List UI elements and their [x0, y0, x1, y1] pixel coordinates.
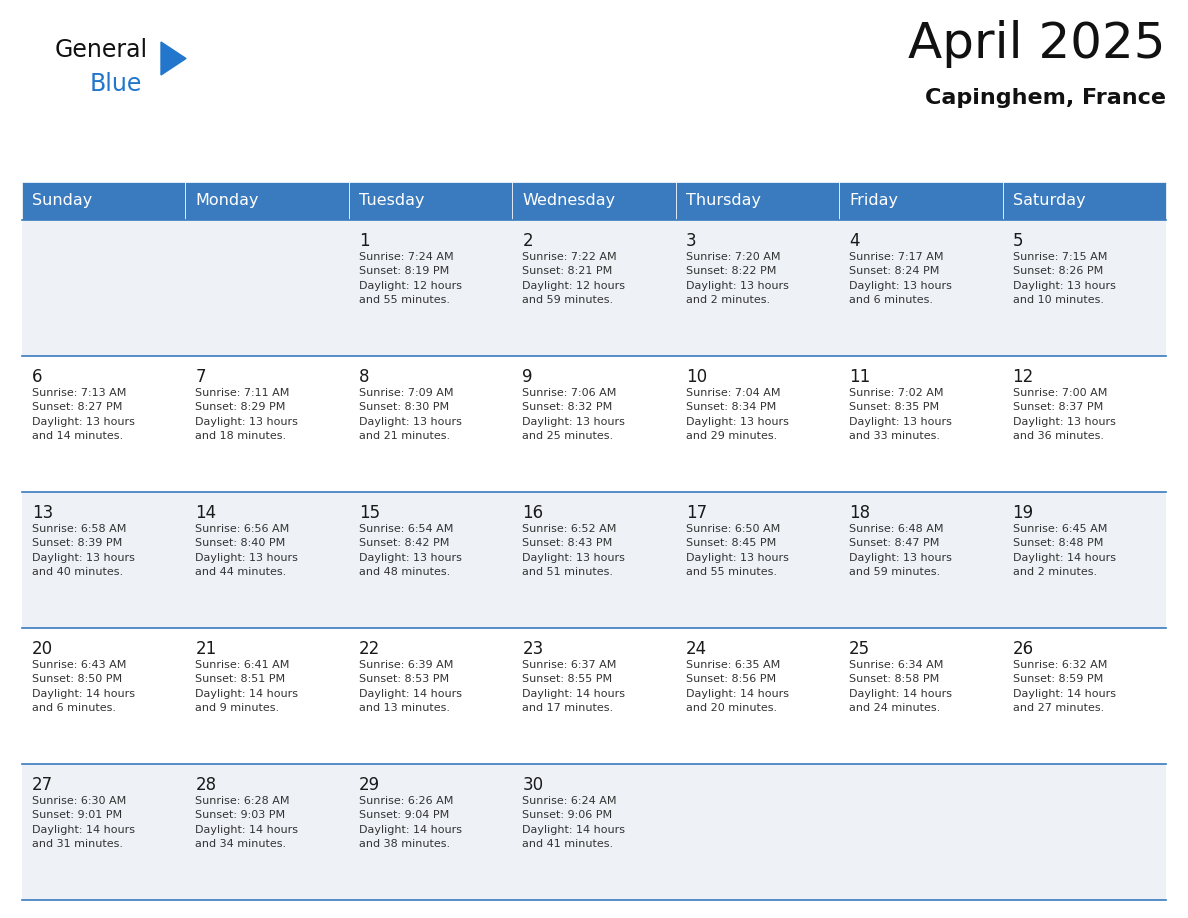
Bar [23, 764, 1165, 900]
Text: Sunrise: 6:50 AM
Sunset: 8:45 PM
Daylight: 13 hours
and 55 minutes.: Sunrise: 6:50 AM Sunset: 8:45 PM Dayligh… [685, 524, 789, 577]
Text: 2: 2 [523, 232, 533, 250]
Text: 5: 5 [1012, 232, 1023, 250]
Bar [349, 182, 512, 220]
Text: General: General [55, 38, 148, 62]
Text: 8: 8 [359, 368, 369, 386]
Text: 12: 12 [1012, 368, 1034, 386]
Text: 28: 28 [196, 776, 216, 794]
Text: 17: 17 [685, 504, 707, 522]
Text: Sunrise: 7:20 AM
Sunset: 8:22 PM
Daylight: 13 hours
and 2 minutes.: Sunrise: 7:20 AM Sunset: 8:22 PM Dayligh… [685, 252, 789, 305]
Bar [23, 492, 1165, 628]
Text: 6: 6 [32, 368, 43, 386]
Text: 18: 18 [849, 504, 871, 522]
Text: 9: 9 [523, 368, 532, 386]
Text: 14: 14 [196, 504, 216, 522]
Text: Sunrise: 6:30 AM
Sunset: 9:01 PM
Daylight: 14 hours
and 31 minutes.: Sunrise: 6:30 AM Sunset: 9:01 PM Dayligh… [32, 796, 135, 849]
Text: 4: 4 [849, 232, 860, 250]
Text: 10: 10 [685, 368, 707, 386]
Text: 30: 30 [523, 776, 543, 794]
Text: Sunrise: 6:45 AM
Sunset: 8:48 PM
Daylight: 14 hours
and 2 minutes.: Sunrise: 6:45 AM Sunset: 8:48 PM Dayligh… [1012, 524, 1116, 577]
Text: Sunrise: 7:15 AM
Sunset: 8:26 PM
Daylight: 13 hours
and 10 minutes.: Sunrise: 7:15 AM Sunset: 8:26 PM Dayligh… [1012, 252, 1116, 305]
Text: Sunrise: 7:09 AM
Sunset: 8:30 PM
Daylight: 13 hours
and 21 minutes.: Sunrise: 7:09 AM Sunset: 8:30 PM Dayligh… [359, 388, 462, 442]
Bar [1003, 182, 1165, 220]
Text: Sunrise: 7:00 AM
Sunset: 8:37 PM
Daylight: 13 hours
and 36 minutes.: Sunrise: 7:00 AM Sunset: 8:37 PM Dayligh… [1012, 388, 1116, 442]
Text: Sunrise: 7:13 AM
Sunset: 8:27 PM
Daylight: 13 hours
and 14 minutes.: Sunrise: 7:13 AM Sunset: 8:27 PM Dayligh… [32, 388, 135, 442]
Text: Sunrise: 7:22 AM
Sunset: 8:21 PM
Daylight: 12 hours
and 59 minutes.: Sunrise: 7:22 AM Sunset: 8:21 PM Dayligh… [523, 252, 625, 305]
Bar [512, 182, 676, 220]
Text: 21: 21 [196, 640, 216, 658]
Text: Capinghem, France: Capinghem, France [925, 88, 1165, 108]
Text: Sunrise: 6:58 AM
Sunset: 8:39 PM
Daylight: 13 hours
and 40 minutes.: Sunrise: 6:58 AM Sunset: 8:39 PM Dayligh… [32, 524, 135, 577]
Bar [23, 182, 185, 220]
Text: Sunrise: 6:26 AM
Sunset: 9:04 PM
Daylight: 14 hours
and 38 minutes.: Sunrise: 6:26 AM Sunset: 9:04 PM Dayligh… [359, 796, 462, 849]
Text: 1: 1 [359, 232, 369, 250]
Bar [23, 628, 1165, 764]
Text: 24: 24 [685, 640, 707, 658]
Text: April 2025: April 2025 [909, 20, 1165, 68]
Text: Sunrise: 7:17 AM
Sunset: 8:24 PM
Daylight: 13 hours
and 6 minutes.: Sunrise: 7:17 AM Sunset: 8:24 PM Dayligh… [849, 252, 952, 305]
Text: Sunrise: 7:11 AM
Sunset: 8:29 PM
Daylight: 13 hours
and 18 minutes.: Sunrise: 7:11 AM Sunset: 8:29 PM Dayligh… [196, 388, 298, 442]
Text: Sunrise: 6:52 AM
Sunset: 8:43 PM
Daylight: 13 hours
and 51 minutes.: Sunrise: 6:52 AM Sunset: 8:43 PM Dayligh… [523, 524, 625, 577]
Text: 20: 20 [32, 640, 53, 658]
Text: Tuesday: Tuesday [359, 194, 424, 208]
Text: 22: 22 [359, 640, 380, 658]
Text: Sunrise: 6:24 AM
Sunset: 9:06 PM
Daylight: 14 hours
and 41 minutes.: Sunrise: 6:24 AM Sunset: 9:06 PM Dayligh… [523, 796, 625, 849]
Bar [23, 220, 1165, 356]
Text: Sunrise: 7:02 AM
Sunset: 8:35 PM
Daylight: 13 hours
and 33 minutes.: Sunrise: 7:02 AM Sunset: 8:35 PM Dayligh… [849, 388, 952, 442]
Text: 3: 3 [685, 232, 696, 250]
Text: 25: 25 [849, 640, 871, 658]
Text: Blue: Blue [90, 72, 143, 96]
Text: 15: 15 [359, 504, 380, 522]
Text: Sunrise: 6:28 AM
Sunset: 9:03 PM
Daylight: 14 hours
and 34 minutes.: Sunrise: 6:28 AM Sunset: 9:03 PM Dayligh… [196, 796, 298, 849]
Text: Sunrise: 6:34 AM
Sunset: 8:58 PM
Daylight: 14 hours
and 24 minutes.: Sunrise: 6:34 AM Sunset: 8:58 PM Dayligh… [849, 660, 952, 713]
Text: 16: 16 [523, 504, 543, 522]
Text: Sunrise: 7:04 AM
Sunset: 8:34 PM
Daylight: 13 hours
and 29 minutes.: Sunrise: 7:04 AM Sunset: 8:34 PM Dayligh… [685, 388, 789, 442]
Text: 13: 13 [32, 504, 53, 522]
Text: Monday: Monday [196, 194, 259, 208]
Text: Sunrise: 6:32 AM
Sunset: 8:59 PM
Daylight: 14 hours
and 27 minutes.: Sunrise: 6:32 AM Sunset: 8:59 PM Dayligh… [1012, 660, 1116, 713]
Text: Sunrise: 6:37 AM
Sunset: 8:55 PM
Daylight: 14 hours
and 17 minutes.: Sunrise: 6:37 AM Sunset: 8:55 PM Dayligh… [523, 660, 625, 713]
Text: Sunrise: 6:48 AM
Sunset: 8:47 PM
Daylight: 13 hours
and 59 minutes.: Sunrise: 6:48 AM Sunset: 8:47 PM Dayligh… [849, 524, 952, 577]
Polygon shape [162, 42, 187, 75]
Text: Sunrise: 6:35 AM
Sunset: 8:56 PM
Daylight: 14 hours
and 20 minutes.: Sunrise: 6:35 AM Sunset: 8:56 PM Dayligh… [685, 660, 789, 713]
Text: Sunday: Sunday [32, 194, 93, 208]
Text: Sunrise: 7:24 AM
Sunset: 8:19 PM
Daylight: 12 hours
and 55 minutes.: Sunrise: 7:24 AM Sunset: 8:19 PM Dayligh… [359, 252, 462, 305]
Text: Sunrise: 6:43 AM
Sunset: 8:50 PM
Daylight: 14 hours
and 6 minutes.: Sunrise: 6:43 AM Sunset: 8:50 PM Dayligh… [32, 660, 135, 713]
Text: 27: 27 [32, 776, 53, 794]
Text: 26: 26 [1012, 640, 1034, 658]
Text: Sunrise: 7:06 AM
Sunset: 8:32 PM
Daylight: 13 hours
and 25 minutes.: Sunrise: 7:06 AM Sunset: 8:32 PM Dayligh… [523, 388, 625, 442]
Text: Sunrise: 6:39 AM
Sunset: 8:53 PM
Daylight: 14 hours
and 13 minutes.: Sunrise: 6:39 AM Sunset: 8:53 PM Dayligh… [359, 660, 462, 713]
Text: 29: 29 [359, 776, 380, 794]
Text: 11: 11 [849, 368, 871, 386]
Bar [839, 182, 1003, 220]
Text: Thursday: Thursday [685, 194, 760, 208]
Text: Sunrise: 6:41 AM
Sunset: 8:51 PM
Daylight: 14 hours
and 9 minutes.: Sunrise: 6:41 AM Sunset: 8:51 PM Dayligh… [196, 660, 298, 713]
Text: 7: 7 [196, 368, 206, 386]
Bar [23, 356, 1165, 492]
Bar [676, 182, 839, 220]
Text: Sunrise: 6:54 AM
Sunset: 8:42 PM
Daylight: 13 hours
and 48 minutes.: Sunrise: 6:54 AM Sunset: 8:42 PM Dayligh… [359, 524, 462, 577]
Text: 23: 23 [523, 640, 544, 658]
Text: Sunrise: 6:56 AM
Sunset: 8:40 PM
Daylight: 13 hours
and 44 minutes.: Sunrise: 6:56 AM Sunset: 8:40 PM Dayligh… [196, 524, 298, 577]
Text: Wednesday: Wednesday [523, 194, 615, 208]
Bar [185, 182, 349, 220]
Text: Saturday: Saturday [1012, 194, 1085, 208]
Text: Friday: Friday [849, 194, 898, 208]
Text: 19: 19 [1012, 504, 1034, 522]
